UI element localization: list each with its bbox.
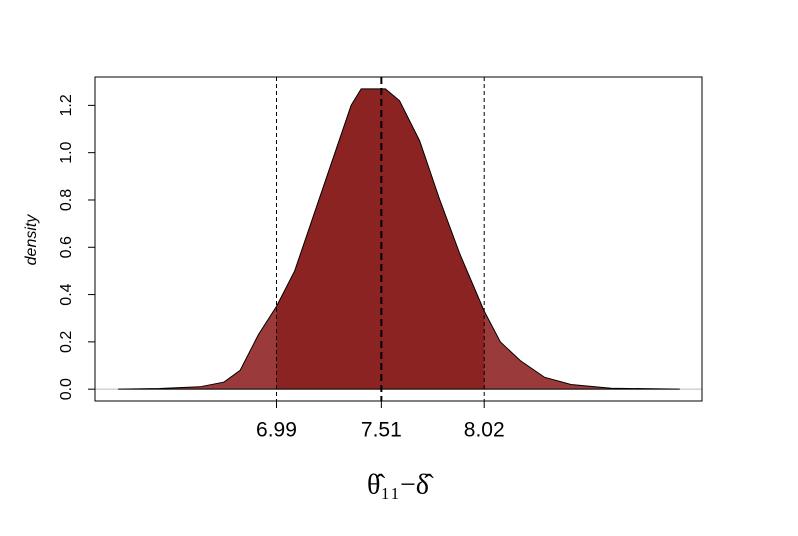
density-outline bbox=[118, 88, 680, 390]
y-tick-label: 1.0 bbox=[58, 141, 75, 163]
y-tick-label: 1.2 bbox=[58, 94, 75, 116]
y-tick-label: 0.8 bbox=[58, 189, 75, 211]
x-tick-label: 7.51 bbox=[361, 419, 402, 442]
x-tick-label: 6.99 bbox=[256, 419, 297, 442]
y-tick-label: 0.4 bbox=[58, 283, 75, 305]
x-tick-label: 8.02 bbox=[464, 419, 505, 442]
y-tick-label: 0.0 bbox=[58, 378, 75, 400]
y-tick-label: 0.2 bbox=[58, 331, 75, 353]
y-tick-label: 0.6 bbox=[58, 236, 75, 258]
y-axis-label: density bbox=[23, 214, 40, 266]
x-axis-label: θ̂₁₁−δ̂ bbox=[367, 469, 434, 500]
interval-area bbox=[276, 88, 485, 390]
